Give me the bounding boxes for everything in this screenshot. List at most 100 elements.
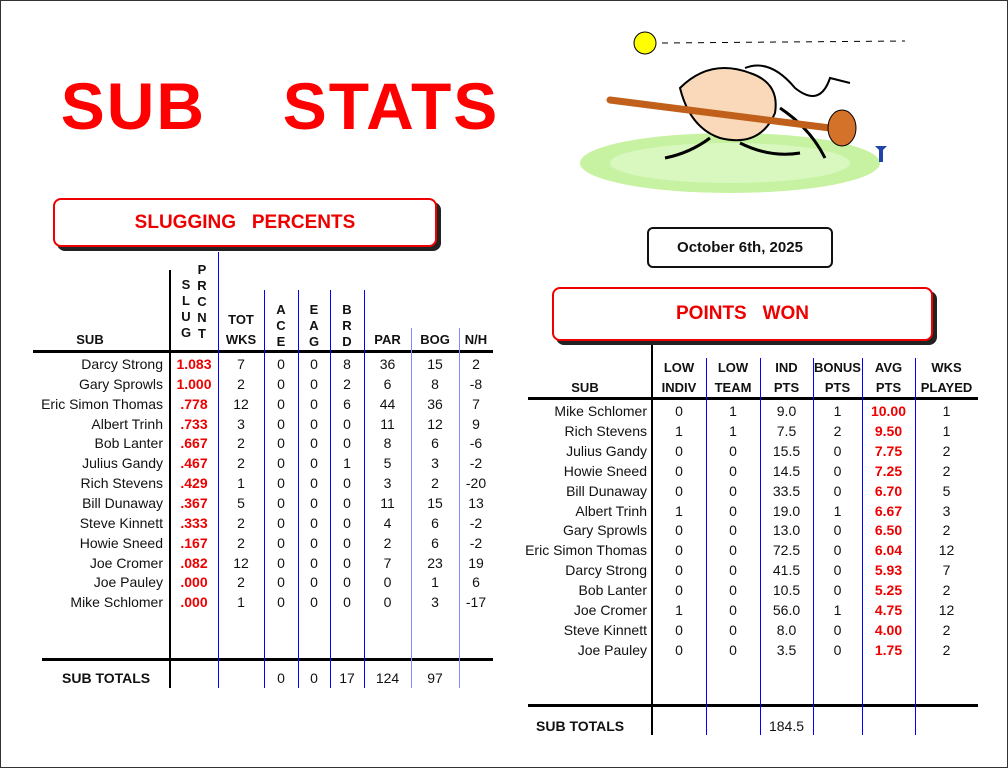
stat-cell: 6 [383,375,392,392]
stat-cell: 2 [431,475,439,492]
stat-cell: 0 [343,594,351,611]
header-nh: N/H [464,332,488,347]
stat-cell: 5.93 [874,562,903,579]
divider-line [411,328,412,688]
stat-cell: 2 [942,462,951,479]
stat-cell: 1 [942,422,951,439]
stat-cell: -2 [469,455,483,472]
stat-cell: 0 [343,475,351,492]
stat-cell: 0 [277,554,285,571]
slugging-percents-banner: SLUGGING PERCENTS [53,198,437,247]
stat-cell: .467 [180,455,208,472]
divider-line [459,328,460,688]
stat-cell: 3 [942,502,951,519]
stat-cell: 41.5 [772,562,801,579]
divider-line [915,358,916,735]
stat-cell: 7 [237,356,245,372]
stat-cell: 0 [277,356,285,372]
stat-cell: .000 [180,594,208,611]
stat-cell: 0 [310,435,318,452]
player-name: Howie Sneed [79,534,163,551]
player-name: Darcy Strong [81,356,163,372]
stat-cell: 2 [237,455,245,472]
stat-cell: 15.5 [772,442,801,459]
stat-cell: 0 [729,522,737,539]
stat-cell: 0 [277,475,285,492]
stat-cell: 1 [237,594,245,611]
stat-cell: 0 [343,415,351,432]
divider-line [813,358,814,735]
stat-cell: 0 [729,462,737,479]
total-cell [459,668,493,688]
total-cell [218,668,264,688]
stat-cell: -20 [465,475,487,492]
header-bonuspts: BONUS PTS [814,360,861,395]
player-name: Bob Lanter [94,435,164,452]
stat-cell: 6 [472,574,480,591]
stat-cell: 1 [675,602,683,618]
total-cell: 97 [427,670,443,686]
header-wksplayed: WKS PLAYED [920,360,973,395]
stat-cell: 5 [942,482,951,499]
player-name: Rich Stevens [564,422,647,439]
stat-cell: 0 [310,415,318,432]
divider-line [862,358,863,735]
stat-cell: 0 [833,482,842,499]
stat-cell: 9.50 [874,422,903,439]
stat-cell: 0 [343,435,351,452]
stat-cell: 0 [343,554,351,571]
header-lowteam: LOW TEAM [714,360,752,395]
stat-cell: 1 [675,422,683,439]
stat-cell: 0 [675,562,683,579]
stat-cell: 12 [233,395,249,412]
stat-cell: 0 [675,482,683,499]
stat-cell: 5 [383,455,392,472]
stat-cell: 0 [310,356,318,372]
player-name: Steve Kinnett [79,514,163,531]
total-cell: 0 [277,670,285,686]
stat-cell: 3 [431,594,439,611]
stat-cell: 5 [237,494,245,511]
stat-cell: 0 [277,435,285,452]
stat-cell: 2 [942,621,951,638]
stat-cell: 0 [729,582,737,599]
stat-cell: 0 [833,442,842,459]
date-label: October 6th, 2025 [647,227,833,268]
stat-cell: 3 [431,455,439,472]
stat-cell: .082 [180,554,208,571]
stat-cell: 4 [383,514,392,531]
total-cell: 184.5 [768,718,805,734]
stat-cell: 0 [833,641,842,658]
stat-cell: 0 [277,594,285,611]
player-name: Julius Gandy [566,442,647,459]
stat-cell: 44 [379,395,396,412]
stat-cell: 2 [383,534,392,551]
stat-cell: 23 [427,554,443,571]
stat-cell: 0 [675,582,683,599]
total-cell [862,716,915,736]
stat-cell: 4.00 [874,621,903,638]
divider-line [169,270,171,688]
stat-cell: 0 [383,574,392,591]
divider-line [760,358,761,735]
stat-cell: 0 [729,502,737,519]
stat-cell: 0 [310,534,318,551]
stat-cell: 0 [833,462,842,479]
stat-cell: 0 [833,562,842,579]
stat-cell: 6.04 [874,542,903,559]
stat-cell: 2 [237,574,245,591]
stat-cell: 7.5 [776,422,797,439]
player-name: Bill Dunaway [82,494,163,511]
stat-cell: 0 [729,641,737,658]
stat-cell: 2 [237,514,245,531]
stat-cell: 6 [431,534,439,551]
stat-cell: 6 [431,514,439,531]
stat-cell: 0 [833,542,842,559]
divider-line [706,358,707,735]
divider-line [330,290,331,688]
stat-cell: 0 [343,534,351,551]
player-name: Joe Cromer [573,602,647,618]
total-cell [706,716,760,736]
stat-cell: 7 [942,562,951,579]
stat-cell: 14.5 [772,462,801,479]
